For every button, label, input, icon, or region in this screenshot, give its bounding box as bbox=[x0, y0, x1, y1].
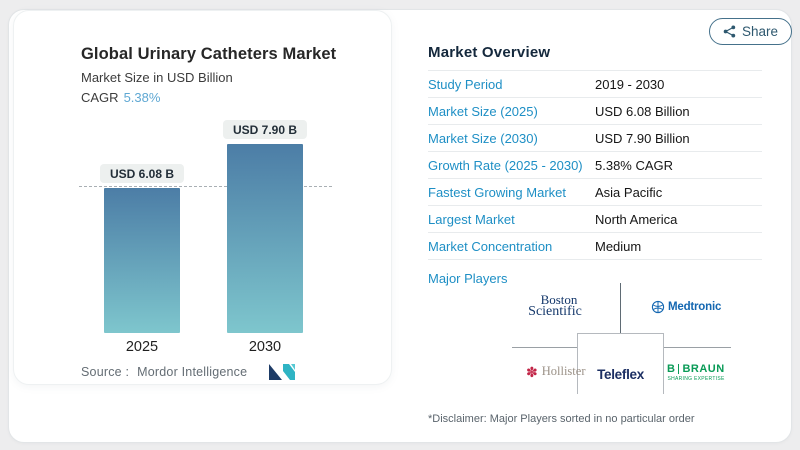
share-icon bbox=[723, 25, 736, 38]
chart-title: Global Urinary Catheters Market bbox=[81, 45, 337, 63]
overview-table: Study Period 2019 - 2030 Market Size (20… bbox=[428, 70, 762, 260]
bar-value-label-2030: USD 7.90 B bbox=[222, 120, 308, 139]
hollister-logo: ✽ Hollister bbox=[526, 364, 585, 379]
teleflex-box: Teleflex bbox=[577, 333, 664, 394]
row-label: Largest Market bbox=[428, 211, 515, 227]
row-value: USD 6.08 Billion bbox=[595, 103, 690, 119]
table-row: Largest Market North America bbox=[428, 206, 762, 233]
market-overview-panel: Market Overview Study Period 2019 - 2030… bbox=[420, 0, 792, 450]
table-row: Market Size (2025) USD 6.08 Billion bbox=[428, 98, 762, 125]
table-row: Market Concentration Medium bbox=[428, 233, 762, 260]
row-label: Growth Rate (2025 - 2030) bbox=[428, 157, 583, 173]
share-button[interactable]: Share bbox=[709, 18, 793, 45]
chart-panel: Global Urinary Catheters Market Market S… bbox=[13, 10, 392, 385]
braun-name: BRAUN bbox=[682, 363, 725, 375]
hollister-flower-icon: ✽ bbox=[526, 363, 538, 380]
hollister-label: Hollister bbox=[541, 364, 586, 378]
row-label: Market Size (2030) bbox=[428, 130, 538, 146]
row-label: Market Size (2025) bbox=[428, 103, 538, 119]
row-label: Fastest Growing Market bbox=[428, 184, 566, 200]
bar-chart: USD 6.08 B USD 7.90 B 2025 2030 bbox=[14, 11, 391, 384]
overview-title: Market Overview bbox=[428, 44, 551, 61]
disclaimer-text: *Disclaimer: Major Players sorted in no … bbox=[428, 413, 695, 425]
braun-b: B bbox=[667, 363, 676, 375]
row-value: Medium bbox=[595, 238, 642, 254]
table-row: Market Size (2030) USD 7.90 Billion bbox=[428, 125, 762, 152]
row-value: 5.38% CAGR bbox=[595, 157, 674, 173]
boston-scientific-logo: Boston Scientific bbox=[515, 292, 595, 319]
boston-scientific-line2: Scientific bbox=[528, 304, 582, 319]
x-axis-label-2030: 2030 bbox=[248, 339, 282, 355]
braun-divider bbox=[678, 364, 680, 374]
cagr-label: CAGR bbox=[81, 90, 119, 105]
medtronic-label: Medtronic bbox=[668, 301, 722, 313]
source-label: Source : bbox=[81, 365, 130, 379]
cagr-row: CAGR 5.38% bbox=[81, 90, 160, 105]
source-name: Mordor Intelligence bbox=[137, 365, 248, 379]
teleflex-logo: Teleflex bbox=[597, 367, 644, 382]
boston-scientific-line1: Boston bbox=[540, 292, 578, 307]
row-value: Asia Pacific bbox=[595, 184, 663, 200]
medtronic-logo: Medtronic bbox=[651, 300, 721, 314]
mordor-intelligence-logo-icon bbox=[269, 364, 295, 380]
row-value: USD 7.90 Billion bbox=[595, 130, 690, 146]
share-button-label: Share bbox=[742, 24, 779, 39]
row-label: Study Period bbox=[428, 76, 503, 92]
bar-2030 bbox=[227, 144, 303, 333]
braun-tagline: SHARING EXPERTISE bbox=[667, 376, 725, 382]
table-row: Study Period 2019 - 2030 bbox=[428, 71, 762, 98]
cagr-value: 5.38% bbox=[123, 90, 161, 105]
source-row: Source : Mordor Intelligence bbox=[81, 365, 247, 379]
x-axis-label-2025: 2025 bbox=[125, 339, 159, 355]
connector-horizontal-left bbox=[512, 347, 577, 348]
major-players-label: Major Players bbox=[428, 271, 508, 286]
bar-2025 bbox=[104, 188, 180, 333]
chart-subtitle: Market Size in USD Billion bbox=[81, 70, 233, 85]
connector-vertical bbox=[620, 283, 621, 333]
connector-horizontal-right bbox=[664, 347, 731, 348]
reference-line bbox=[79, 186, 332, 187]
medtronic-globe-icon bbox=[651, 300, 665, 314]
table-row: Growth Rate (2025 - 2030) 5.38% CAGR bbox=[428, 152, 762, 179]
bar-value-label-2025: USD 6.08 B bbox=[99, 164, 185, 183]
table-row: Fastest Growing Market Asia Pacific bbox=[428, 179, 762, 206]
row-value: 2019 - 2030 bbox=[595, 76, 665, 92]
braun-logo: B BRAUN SHARING EXPERTISE bbox=[667, 363, 725, 382]
row-label: Market Concentration bbox=[428, 238, 553, 254]
row-value: North America bbox=[595, 211, 678, 227]
